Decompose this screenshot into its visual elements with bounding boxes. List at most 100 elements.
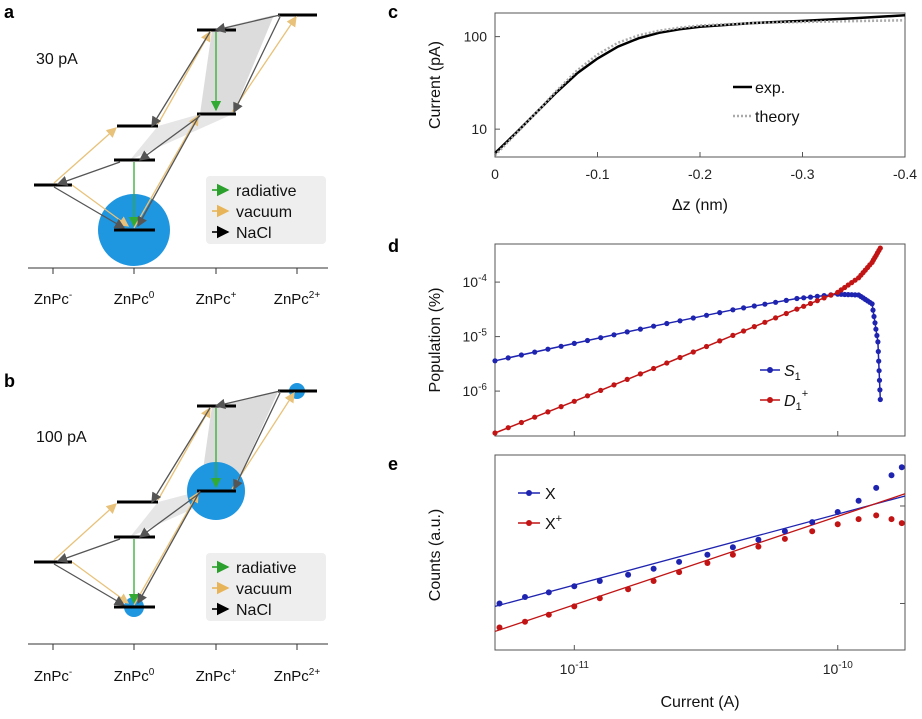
- data-point-x: [729, 544, 736, 551]
- legend-vacuum-a: vacuum: [236, 204, 292, 221]
- plot-d-series: [492, 245, 883, 436]
- data-point-s1: [870, 307, 876, 313]
- data-point-d1: [584, 393, 591, 399]
- data-point-x: [596, 578, 603, 584]
- legend-label-x: X: [545, 486, 556, 503]
- data-point-d1: [558, 404, 564, 410]
- data-point-d1: [814, 298, 820, 304]
- data-point-xplus: [522, 618, 528, 625]
- legend-nacl-b: NaCl: [236, 602, 272, 619]
- data-point-xplus: [888, 516, 895, 523]
- data-point-d1: [492, 430, 498, 436]
- legend-marker-x: [526, 490, 532, 496]
- data-point-s1: [730, 307, 736, 313]
- plot-c-axes: 0 -0.1 -0.2 -0.3 -0.4 10 100: [464, 29, 918, 182]
- data-point-s1: [751, 303, 757, 309]
- y-tick-label: 100: [464, 29, 488, 45]
- data-point-x: [522, 594, 528, 600]
- y-tick-label: 10-4: [463, 273, 488, 290]
- data-point-x: [898, 464, 905, 471]
- data-point-s1: [877, 396, 883, 403]
- data-point-d1: [598, 387, 604, 393]
- data-point-xplus: [834, 521, 841, 528]
- data-point-xplus: [571, 603, 578, 610]
- data-point-d1: [518, 419, 525, 426]
- data-point-s1: [611, 332, 617, 338]
- data-point-s1: [741, 305, 747, 311]
- data-point-d1: [571, 398, 577, 404]
- data-point-xplus: [809, 528, 816, 535]
- data-point-s1: [664, 320, 670, 327]
- x-tick-label: -0.1: [585, 166, 609, 182]
- y-tick-label: 10-6: [463, 382, 488, 399]
- data-point-s1: [637, 326, 644, 332]
- data-point-s1: [558, 343, 564, 349]
- data-point-xplus: [596, 595, 603, 602]
- data-point-d1: [637, 371, 644, 377]
- legend-label-s1: S1: [784, 363, 801, 383]
- data-point-d1: [773, 315, 779, 321]
- data-point-d1: [783, 310, 789, 317]
- data-point-x: [571, 583, 578, 590]
- x-tick-label: -0.3: [790, 166, 814, 182]
- data-point-s1: [717, 310, 723, 316]
- transition-arrows-a: [53, 14, 297, 229]
- plot-frame-d: [494, 243, 906, 437]
- data-point-d1: [505, 425, 511, 431]
- legend-marker-d1: [767, 397, 773, 403]
- plot-e-axes: 10-11 10-10: [560, 505, 905, 677]
- plot-frame-e: [494, 454, 906, 651]
- category-ticks-a: [52, 268, 298, 274]
- panel-b: b 100 pA: [4, 371, 328, 685]
- data-point-d1: [730, 332, 736, 338]
- ylabel-e: Counts (a.u.): [427, 509, 444, 601]
- data-point-d1: [821, 295, 827, 301]
- data-point-d1: [717, 338, 723, 344]
- category-label: ZnPc0: [114, 667, 155, 685]
- data-point-d1: [611, 382, 617, 388]
- data-point-xplus: [650, 578, 657, 584]
- data-point-s1: [875, 348, 881, 355]
- data-point-s1: [571, 340, 577, 346]
- data-point-d1: [794, 306, 800, 312]
- data-point-x: [755, 536, 762, 543]
- legend-marker-xplus: [526, 520, 532, 526]
- legend-marker-s1: [767, 367, 773, 373]
- data-point-d1: [751, 324, 757, 330]
- category-label: ZnPc+: [196, 667, 237, 685]
- data-point-d1: [807, 300, 814, 307]
- data-point-x: [676, 558, 683, 565]
- data-point-x: [650, 565, 657, 572]
- data-point-s1: [624, 329, 630, 335]
- category-ticks-b: [52, 644, 298, 650]
- category-label: ZnPc2+: [274, 667, 321, 685]
- data-point-s1: [875, 339, 881, 345]
- data-point-s1: [492, 358, 498, 364]
- data-point-x: [873, 484, 880, 491]
- shaded-region-a1: [200, 15, 274, 114]
- data-point-xplus: [898, 520, 905, 527]
- data-point-s1: [876, 358, 882, 364]
- y-tick-label: 10-5: [463, 328, 488, 345]
- data-point-s1: [794, 295, 800, 302]
- legend-box-a: [206, 176, 326, 244]
- category-label: ZnPc2+: [274, 290, 321, 308]
- data-point-s1: [871, 313, 877, 320]
- x-tick-label: 10-11: [560, 660, 590, 677]
- data-point-x: [888, 472, 895, 479]
- data-point-x: [704, 551, 711, 558]
- panel-letter-d: d: [388, 236, 399, 256]
- panel-d: d 10-6 10-5 10-4 Population (%) S1 D1+: [388, 236, 906, 437]
- data-point-x: [781, 528, 788, 535]
- category-label: ZnPc-: [34, 290, 72, 308]
- plot-d-axes: 10-6 10-5 10-4: [463, 273, 839, 436]
- category-label: ZnPc-: [34, 667, 72, 685]
- legend-radiative-a: radiative: [236, 183, 297, 200]
- data-point-d1: [677, 354, 683, 361]
- transition-arrows-b: [53, 390, 295, 606]
- category-label: ZnPc0: [114, 290, 155, 308]
- x-tick-label: -0.4: [893, 166, 917, 182]
- panel-letter-b: b: [4, 371, 15, 391]
- data-point-s1: [545, 346, 551, 352]
